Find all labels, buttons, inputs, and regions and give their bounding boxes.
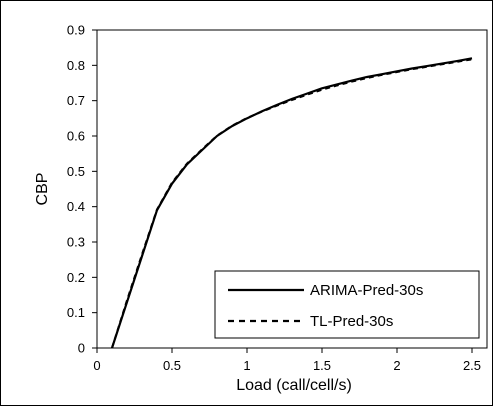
x-tick-label: 1 <box>243 358 250 373</box>
legend-box <box>214 270 480 339</box>
y-tick-label: 0.1 <box>67 305 85 320</box>
y-tick-label: 0.9 <box>67 23 85 38</box>
ticks-layer: 0 0.1 0.2 0.3 0.4 0.5 0.6 0.7 0.8 0.9 0 0.5 1 1.5 2 2.5 <box>67 23 481 374</box>
legend-label-arima: ARIMA-Pred-30s <box>310 282 423 299</box>
y-tick-label: 0.5 <box>67 164 85 179</box>
legend: ARIMA-Pred-30s TL-Pred-30s <box>214 270 480 339</box>
y-tick-label: 0 <box>78 341 85 356</box>
legend-label-tl: TL-Pred-30s <box>310 313 393 330</box>
y-tick-label: 0.7 <box>67 93 85 108</box>
y-tick-label: 0.2 <box>67 270 85 285</box>
plot-area <box>96 29 488 349</box>
y-tick-label: 0.8 <box>67 58 85 73</box>
y-tick-label: 0.6 <box>67 129 85 144</box>
y-tick-label: 0.3 <box>67 235 85 250</box>
y-tick-label: 0.4 <box>67 199 85 214</box>
series-line-tl <box>111 58 473 349</box>
x-tick-label: 2.5 <box>463 358 481 373</box>
x-tick-label: 1.5 <box>313 358 331 373</box>
x-tick-label: 0 <box>93 358 100 373</box>
x-tick-label: 0.5 <box>163 358 181 373</box>
series-layer <box>110 57 473 349</box>
y-axis-title: CBP <box>34 173 51 206</box>
x-axis-title: Load (call/cell/s) <box>236 377 352 394</box>
x-tick-label: 2 <box>393 358 400 373</box>
